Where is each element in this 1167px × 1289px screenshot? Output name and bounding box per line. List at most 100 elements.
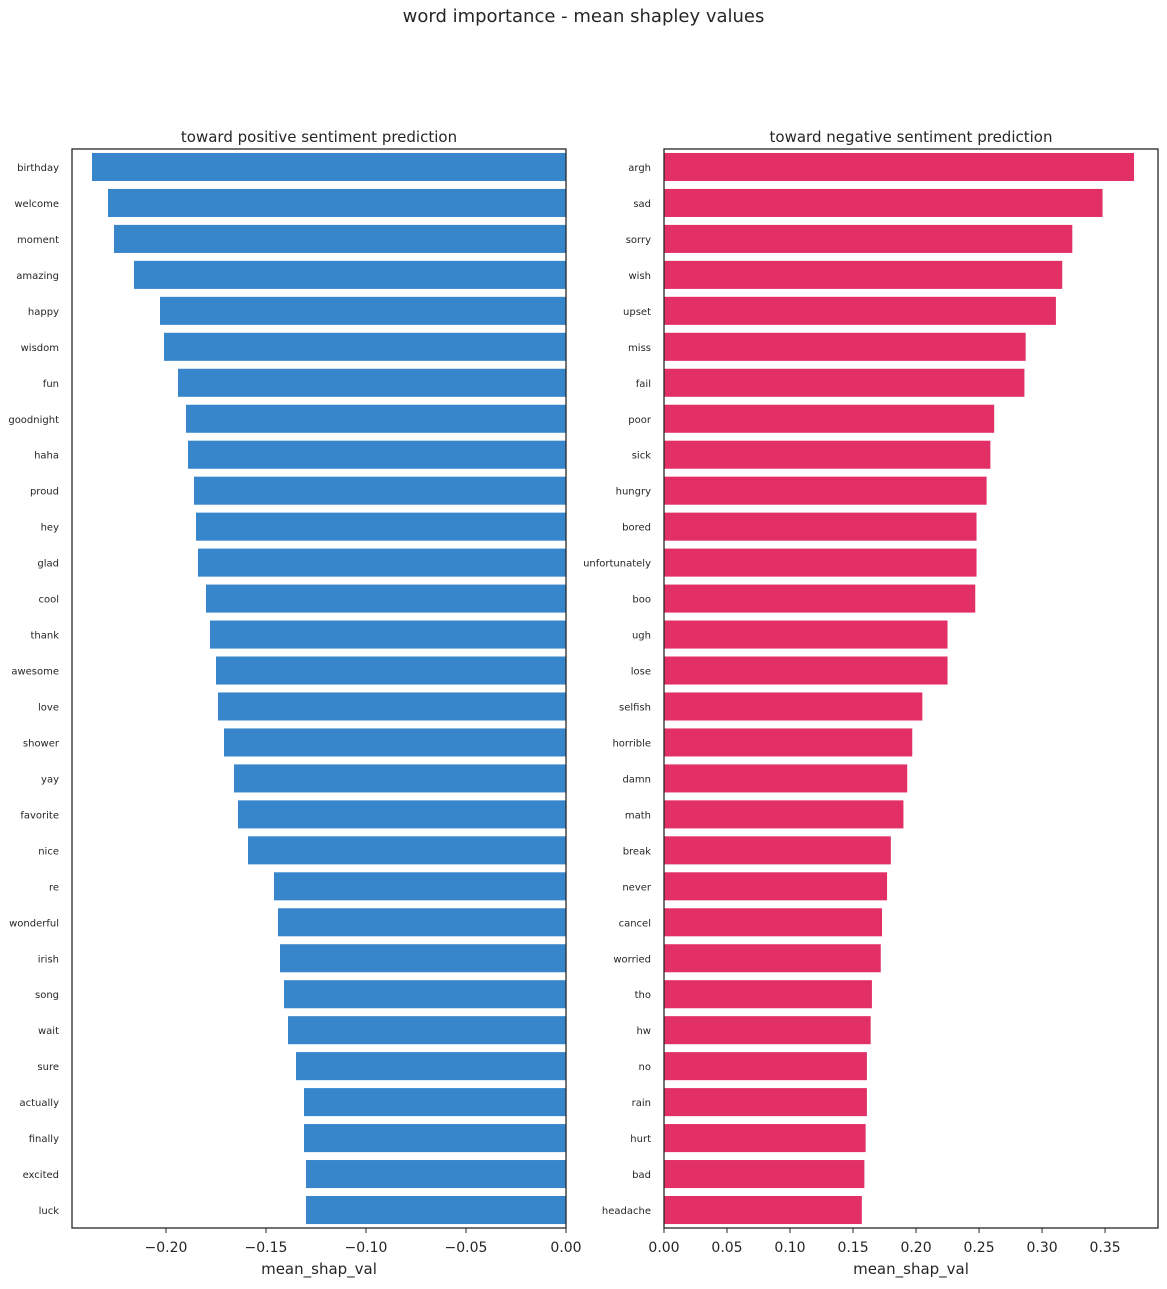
y-tick-label: hungry: [616, 487, 651, 498]
y-tick-label: upset: [623, 307, 651, 318]
bar: [216, 656, 566, 685]
y-tick-label: ugh: [632, 631, 651, 642]
bar: [664, 296, 1056, 325]
y-tick-label: glad: [37, 559, 59, 570]
y-tick-label: sad: [633, 199, 651, 210]
bar: [164, 332, 566, 361]
y-tick-label: moment: [17, 235, 59, 246]
bar: [160, 296, 566, 325]
bar: [296, 1052, 566, 1081]
y-tick-label: actually: [20, 1098, 60, 1109]
bar: [664, 1088, 867, 1117]
subplot-1: birthday welcome moment amazing happy wisdom f…: [8, 128, 581, 1279]
y-tick-label: no: [639, 1062, 651, 1073]
bar: [194, 476, 566, 505]
bar: [280, 944, 566, 973]
bar: [206, 584, 566, 613]
bar: [664, 836, 891, 865]
y-tick-label: sorry: [626, 235, 651, 246]
bar: [664, 404, 995, 433]
y-tick-label: headache: [602, 1206, 651, 1217]
subplot-title: toward positive sentiment prediction: [181, 128, 457, 146]
x-tick-label: 0.00: [648, 1240, 679, 1256]
bar: [248, 836, 566, 865]
y-tick-label: irish: [38, 954, 59, 965]
y-tick-label: excited: [23, 1170, 59, 1181]
y-tick-label: song: [35, 990, 59, 1001]
bar: [664, 332, 1026, 361]
subplot-2: argh sad sorry wish upset miss fail poor sick hun…: [583, 128, 1159, 1279]
bar: [664, 368, 1025, 397]
bar: [664, 440, 991, 469]
bar: [664, 1124, 866, 1153]
bar: [306, 1160, 566, 1189]
bar: [664, 872, 888, 901]
y-tick-label: nice: [38, 846, 59, 857]
bar: [664, 1160, 865, 1189]
bar: [664, 620, 948, 649]
bar: [664, 1052, 867, 1081]
x-tick-label: 0.00: [550, 1240, 581, 1256]
bar: [664, 1195, 862, 1225]
y-tick-label: luck: [39, 1206, 60, 1217]
bar: [284, 980, 566, 1009]
x-tick-label: 0.25: [963, 1240, 994, 1256]
y-tick-label: re: [49, 882, 59, 893]
figure-suptitle: word importance - mean shapley values: [402, 6, 765, 27]
bar: [108, 188, 566, 217]
bar: [664, 476, 987, 505]
y-tick-label: wisdom: [21, 343, 59, 354]
y-tick-label: math: [625, 810, 651, 821]
y-tick-label: hw: [636, 1026, 651, 1037]
y-tick-label: hurt: [630, 1134, 651, 1145]
x-tick-label: 0.20: [900, 1240, 931, 1256]
bar: [274, 872, 566, 901]
y-tick-label: bored: [622, 523, 651, 534]
y-tick-label: thank: [30, 631, 59, 642]
y-tick-label: haha: [34, 451, 59, 462]
bar: [664, 260, 1063, 289]
bar: [664, 152, 1135, 182]
y-tick-label: poor: [628, 415, 652, 426]
y-tick-label: birthday: [17, 163, 59, 174]
bar: [224, 728, 566, 757]
bar: [664, 800, 904, 829]
bar: [134, 260, 566, 289]
x-tick-label: 0.15: [837, 1240, 868, 1256]
bar: [196, 512, 566, 541]
y-tick-label: awesome: [11, 667, 59, 678]
y-tick-label: wonderful: [9, 918, 59, 929]
y-tick-label: amazing: [16, 271, 59, 282]
bar: [664, 764, 908, 793]
bar: [664, 584, 976, 613]
y-tick-label: tho: [635, 990, 651, 1001]
y-tick-label: fail: [636, 379, 651, 390]
bar: [664, 728, 913, 757]
bar: [188, 440, 566, 469]
x-tick-label: −0.15: [245, 1240, 288, 1256]
y-tick-label: bad: [632, 1170, 651, 1181]
x-tick-label: 0.35: [1089, 1240, 1120, 1256]
bar: [664, 188, 1103, 217]
y-tick-label: unfortunately: [583, 559, 651, 570]
y-tick-label: argh: [628, 163, 651, 174]
y-tick-label: love: [38, 702, 59, 713]
y-tick-label: wait: [38, 1026, 59, 1037]
bar: [234, 764, 566, 793]
y-tick-label: finally: [29, 1134, 59, 1145]
x-axis-label: mean_shap_val: [853, 1260, 969, 1279]
y-tick-label: wish: [628, 271, 651, 282]
x-axis-label: mean_shap_val: [261, 1260, 377, 1279]
bar: [664, 548, 977, 577]
bar: [186, 404, 566, 433]
bar: [92, 152, 566, 182]
bar: [664, 692, 923, 721]
y-tick-label: welcome: [14, 199, 59, 210]
y-tick-label: never: [622, 882, 652, 893]
bar: [178, 368, 566, 397]
x-tick-label: 0.30: [1026, 1240, 1057, 1256]
bar: [114, 224, 566, 253]
y-tick-label: yay: [41, 774, 59, 785]
